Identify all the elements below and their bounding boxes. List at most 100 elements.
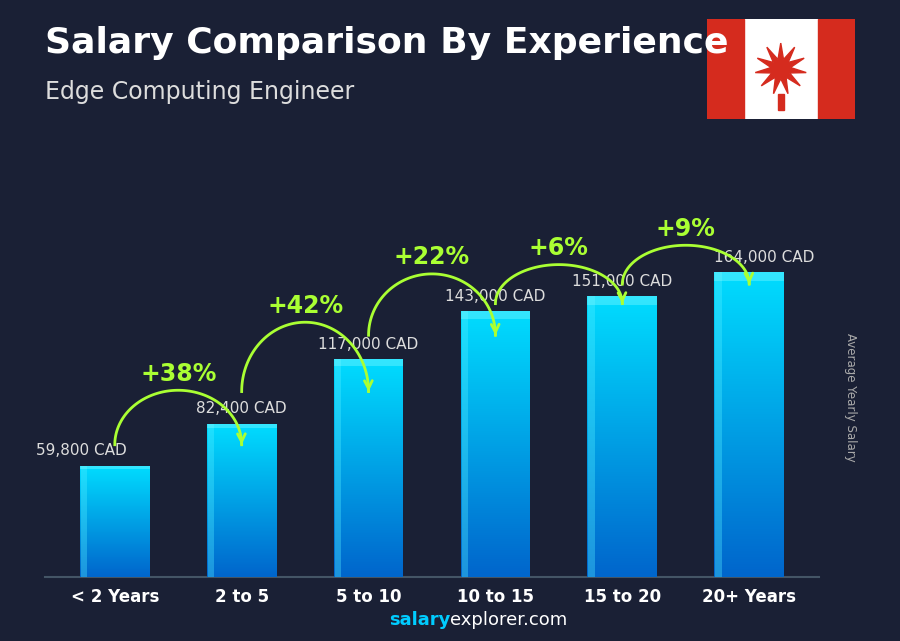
Bar — [80, 576, 149, 577]
Bar — [461, 376, 530, 378]
Bar — [207, 522, 276, 523]
Bar — [80, 560, 149, 561]
Bar — [706, 19, 743, 119]
Text: 117,000 CAD: 117,000 CAD — [319, 337, 418, 352]
Bar — [461, 499, 530, 502]
Bar — [334, 381, 403, 383]
Bar — [207, 565, 276, 567]
Bar — [588, 299, 657, 301]
Bar — [334, 378, 403, 379]
Bar — [461, 369, 530, 371]
Bar — [715, 389, 784, 392]
Bar — [80, 544, 149, 545]
Bar — [461, 311, 530, 313]
Bar — [715, 351, 784, 353]
Bar — [715, 424, 784, 427]
Bar — [207, 492, 276, 493]
Bar — [461, 526, 530, 528]
Bar — [588, 380, 657, 383]
Bar — [461, 568, 530, 570]
Bar — [461, 382, 530, 384]
Bar — [334, 448, 403, 450]
Bar — [207, 564, 276, 565]
Bar — [208, 424, 214, 577]
Bar — [715, 335, 784, 338]
Bar — [461, 546, 530, 548]
Bar — [461, 490, 530, 493]
Bar — [461, 406, 530, 408]
Bar — [334, 510, 403, 512]
Bar — [80, 550, 149, 551]
Bar — [80, 484, 149, 485]
Bar — [207, 508, 276, 509]
Bar — [715, 493, 784, 495]
Text: +42%: +42% — [267, 294, 343, 318]
Bar — [588, 513, 657, 516]
Text: +38%: +38% — [140, 362, 216, 386]
Bar — [461, 315, 530, 318]
Bar — [80, 542, 149, 543]
Bar — [80, 496, 149, 497]
Bar — [588, 551, 657, 554]
Bar — [715, 404, 784, 406]
Bar — [334, 513, 403, 515]
Bar — [461, 331, 530, 333]
Bar — [461, 422, 530, 424]
Bar — [715, 353, 784, 356]
Bar — [461, 453, 530, 455]
Bar — [334, 474, 403, 476]
Bar — [715, 526, 784, 529]
Bar — [80, 523, 149, 524]
Bar — [715, 458, 784, 460]
Bar — [461, 362, 530, 364]
Bar — [80, 573, 149, 574]
Bar — [80, 472, 149, 473]
Bar — [715, 485, 784, 488]
Bar — [334, 561, 403, 562]
Bar — [715, 521, 784, 524]
Bar — [588, 378, 657, 380]
Bar — [461, 324, 530, 326]
Bar — [461, 326, 530, 329]
Bar — [715, 384, 784, 387]
Bar — [715, 498, 784, 501]
Bar — [207, 457, 276, 458]
Bar — [80, 512, 149, 513]
Bar — [588, 411, 657, 413]
Bar — [715, 371, 784, 374]
Bar — [461, 497, 530, 499]
Bar — [588, 364, 657, 367]
Bar — [461, 519, 530, 522]
Bar — [207, 514, 276, 515]
Bar — [715, 356, 784, 358]
Bar — [588, 439, 657, 441]
Bar — [335, 360, 341, 577]
Bar — [334, 445, 403, 446]
Bar — [207, 483, 276, 484]
Bar — [80, 492, 149, 494]
Bar — [80, 514, 149, 515]
Bar — [80, 503, 149, 504]
Bar — [588, 427, 657, 429]
Bar — [588, 481, 657, 483]
Bar — [207, 505, 276, 506]
Text: salary: salary — [389, 612, 450, 629]
Bar — [715, 546, 784, 549]
Bar — [715, 473, 784, 475]
Bar — [207, 573, 276, 574]
Bar — [715, 333, 784, 335]
Bar — [334, 553, 403, 555]
Bar — [80, 466, 149, 469]
Bar — [715, 470, 784, 473]
Text: Average Yearly Salary: Average Yearly Salary — [844, 333, 857, 462]
Bar — [334, 374, 403, 376]
Bar — [80, 489, 149, 490]
Bar — [334, 406, 403, 408]
Bar — [461, 488, 530, 490]
Bar — [588, 560, 657, 563]
Bar — [334, 572, 403, 573]
Bar — [334, 363, 403, 365]
Bar — [207, 458, 276, 460]
Bar — [461, 484, 530, 486]
Bar — [588, 437, 657, 439]
